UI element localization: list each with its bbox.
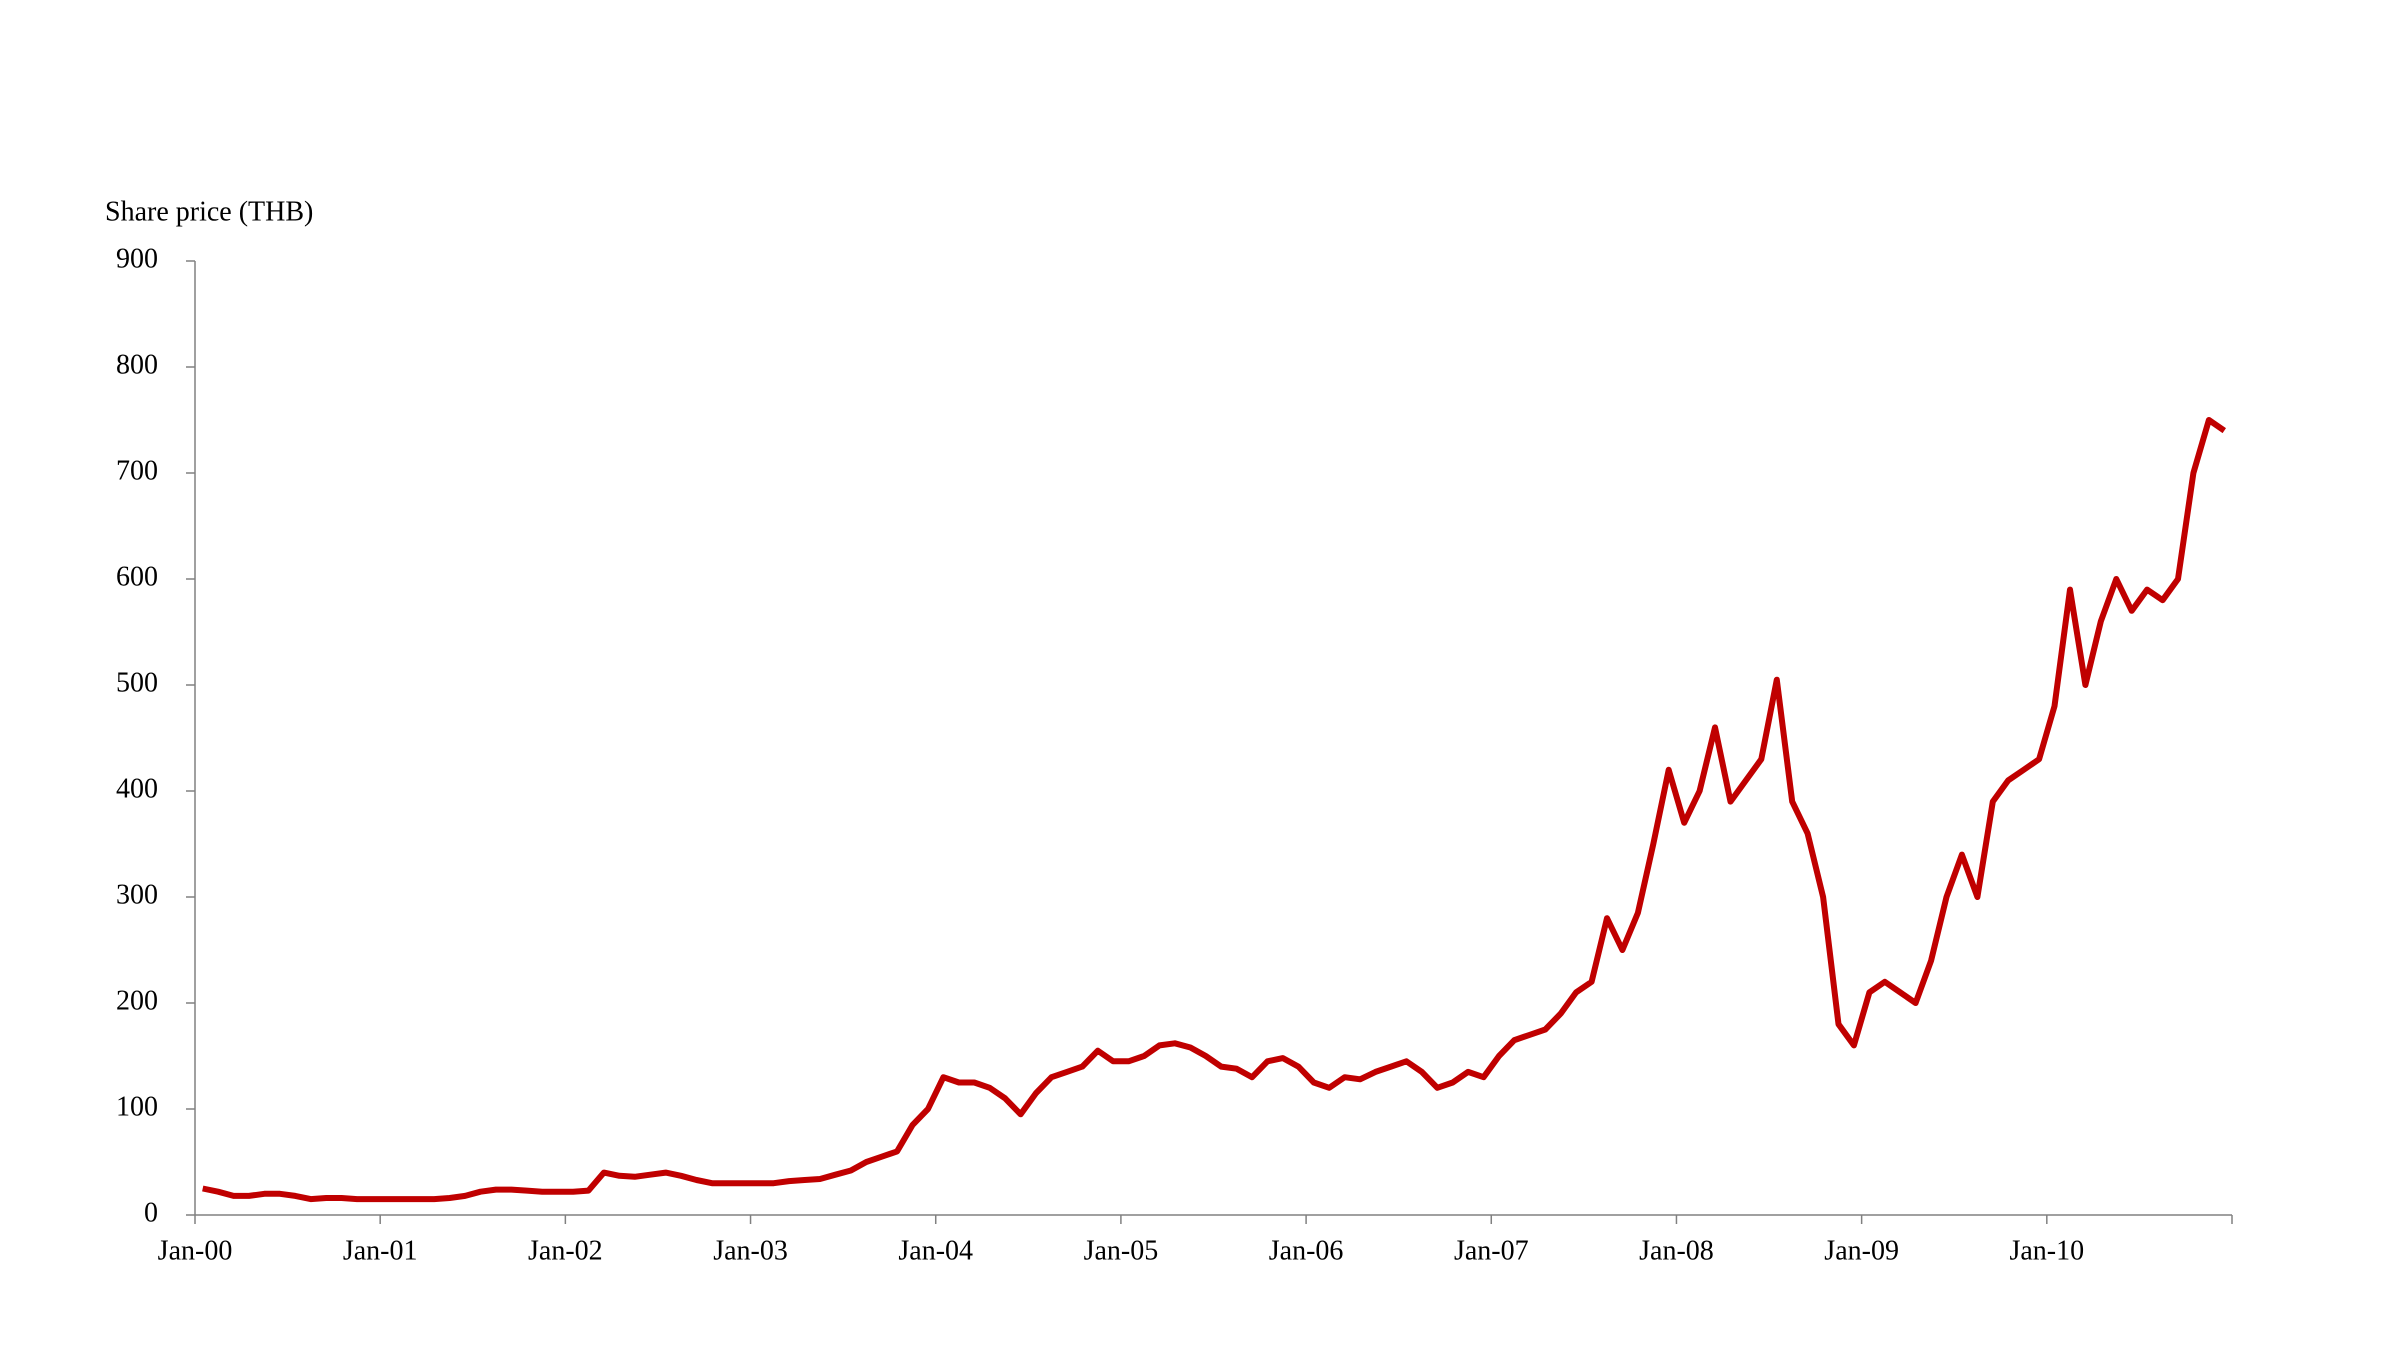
y-tick-label: 200 [116,985,158,1016]
y-tick-label: 600 [116,561,158,592]
y-tick-label: 500 [116,667,158,698]
y-tick-label: 0 [144,1197,158,1228]
x-tick-label: Jan-02 [528,1235,603,1266]
price-line [202,417,2227,1203]
y-tick-label: 100 [116,1091,158,1122]
y-tick-label: 900 [116,243,158,274]
y-tick-label: 300 [116,879,158,910]
x-tick-label: Jan-00 [158,1235,233,1266]
x-tick-label: Jan-05 [1084,1235,1159,1266]
x-tick-label: Jan-01 [343,1235,418,1266]
x-tick-label: Jan-07 [1454,1235,1529,1266]
x-tick-label: Jan-10 [2009,1235,2084,1266]
y-axis-label: Share price (THB) [105,196,313,227]
x-tick-label: Jan-08 [1639,1235,1714,1266]
x-tick-label: Jan-09 [1824,1235,1899,1266]
x-tick-label: Jan-04 [898,1235,973,1266]
x-tick-label: Jan-06 [1269,1235,1344,1266]
x-tick-label: Jan-03 [713,1235,788,1266]
y-tick-label: 700 [116,455,158,486]
y-tick-label: 800 [116,349,158,380]
y-tick-label: 400 [116,773,158,804]
